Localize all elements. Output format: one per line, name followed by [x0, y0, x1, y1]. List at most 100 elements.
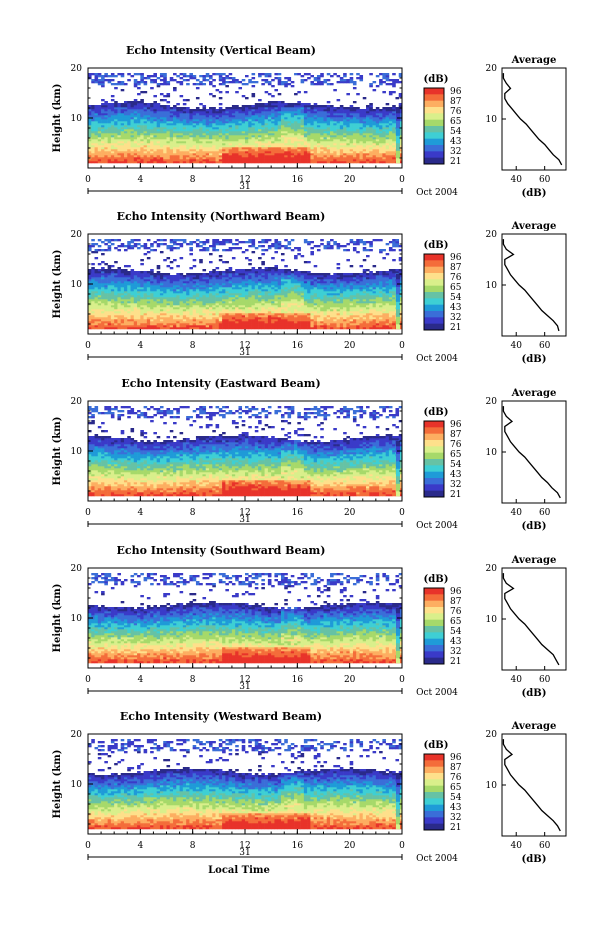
- heatmap-cell: [333, 73, 337, 75]
- heatmap-cell: [140, 285, 144, 287]
- heatmap-cell: [199, 275, 203, 277]
- heatmap-cell: [291, 151, 295, 153]
- heatmap-cell: [373, 153, 377, 155]
- heatmap-cell: [212, 85, 216, 87]
- heatmap-cell: [170, 291, 174, 293]
- heatmap-cell: [176, 277, 180, 279]
- heatmap-cell: [304, 73, 308, 75]
- heatmap-cell: [153, 279, 157, 281]
- heatmap-cell: [91, 311, 95, 313]
- heatmap-cell: [382, 91, 386, 93]
- heatmap-cell: [238, 323, 242, 325]
- heatmap-cell: [150, 133, 154, 135]
- heatmap-cell: [255, 309, 259, 311]
- heatmap-cell: [353, 145, 357, 147]
- heatmap-cell: [376, 141, 380, 143]
- heatmap-cell: [157, 303, 161, 305]
- heatmap-cell: [324, 159, 328, 161]
- heatmap-cell: [199, 123, 203, 125]
- heatmap-cell: [193, 295, 197, 297]
- heatmap-cell: [212, 325, 216, 327]
- heatmap-cell: [199, 135, 203, 137]
- heatmap-cell: [176, 111, 180, 113]
- heatmap-cell: [111, 161, 115, 163]
- heatmap-cell: [131, 157, 135, 159]
- heatmap-cell: [157, 277, 161, 279]
- heatmap-cell: [392, 147, 396, 149]
- heatmap-cell: [278, 81, 282, 83]
- heatmap-cell: [369, 117, 373, 119]
- heatmap-cell: [202, 243, 206, 245]
- heatmap-cell: [167, 145, 171, 147]
- heatmap-cell: [320, 143, 324, 145]
- heatmap-cell: [268, 113, 272, 115]
- heatmap-cell: [265, 141, 269, 143]
- heatmap-cell: [150, 159, 154, 161]
- heatmap-cell: [225, 293, 229, 295]
- heatmap-cell: [189, 275, 193, 277]
- heatmap-cell: [114, 301, 118, 303]
- heatmap-cell: [157, 109, 161, 111]
- heatmap-cell: [242, 315, 246, 317]
- heatmap-cell: [104, 297, 108, 299]
- heatmap-cell: [278, 103, 282, 105]
- heatmap-cell: [238, 155, 242, 157]
- heatmap-cell: [140, 99, 144, 101]
- heatmap-cell: [235, 293, 239, 295]
- heatmap-cell: [252, 311, 256, 313]
- heatmap-cell: [137, 113, 141, 115]
- heatmap-cell: [170, 307, 174, 309]
- heatmap-cell: [297, 141, 301, 143]
- heatmap-cell: [281, 131, 285, 133]
- heatmap-cell: [140, 245, 144, 247]
- heatmap-cell: [291, 145, 295, 147]
- heatmap-cell: [245, 299, 249, 301]
- heatmap-cell: [202, 297, 206, 299]
- heatmap-cell: [199, 311, 203, 313]
- heatmap-cell: [248, 139, 252, 141]
- heatmap-cell: [114, 121, 118, 123]
- heatmap-cell: [310, 135, 314, 137]
- heatmap-cell: [153, 275, 157, 277]
- heatmap-cell: [314, 141, 318, 143]
- heatmap-cell: [101, 137, 105, 139]
- heatmap-cell: [160, 153, 164, 155]
- colorbar-swatch: [424, 88, 444, 95]
- heatmap-cell: [212, 305, 216, 307]
- heatmap-cell: [95, 111, 99, 113]
- heatmap-cell: [121, 153, 125, 155]
- heatmap-cell: [317, 79, 321, 81]
- heatmap-cell: [337, 151, 341, 153]
- heatmap-cell: [173, 109, 177, 111]
- heatmap-cell: [337, 121, 341, 123]
- heatmap-cell: [304, 105, 308, 107]
- heatmap-cell: [219, 275, 223, 277]
- heatmap-cell: [150, 127, 154, 129]
- heatmap-cell: [163, 327, 167, 329]
- heatmap-cell: [232, 153, 236, 155]
- heatmap-cell: [91, 137, 95, 139]
- heatmap-cell: [288, 77, 292, 79]
- heatmap-cell: [242, 303, 246, 305]
- heatmap-cell: [140, 281, 144, 283]
- heatmap-cell: [137, 125, 141, 127]
- heatmap-cell: [147, 271, 151, 273]
- heatmap-cell: [117, 305, 121, 307]
- heatmap-cell: [271, 103, 275, 105]
- heatmap-cell: [353, 117, 357, 119]
- heatmap-cell: [144, 289, 148, 291]
- heatmap-cell: [284, 155, 288, 157]
- heatmap-cell: [320, 107, 324, 109]
- heatmap-cell: [346, 129, 350, 131]
- heatmap-cell: [265, 91, 269, 93]
- heatmap-cell: [294, 103, 298, 105]
- heatmap-cell: [157, 137, 161, 139]
- heatmap-cell: [98, 129, 102, 131]
- heatmap-cell: [284, 145, 288, 147]
- heatmap-cell: [389, 91, 393, 93]
- heatmap-cell: [134, 143, 138, 145]
- heatmap-cell: [160, 317, 164, 319]
- heatmap-cell: [284, 107, 288, 109]
- heatmap-cell: [124, 293, 128, 295]
- heatmap-cell: [108, 155, 112, 157]
